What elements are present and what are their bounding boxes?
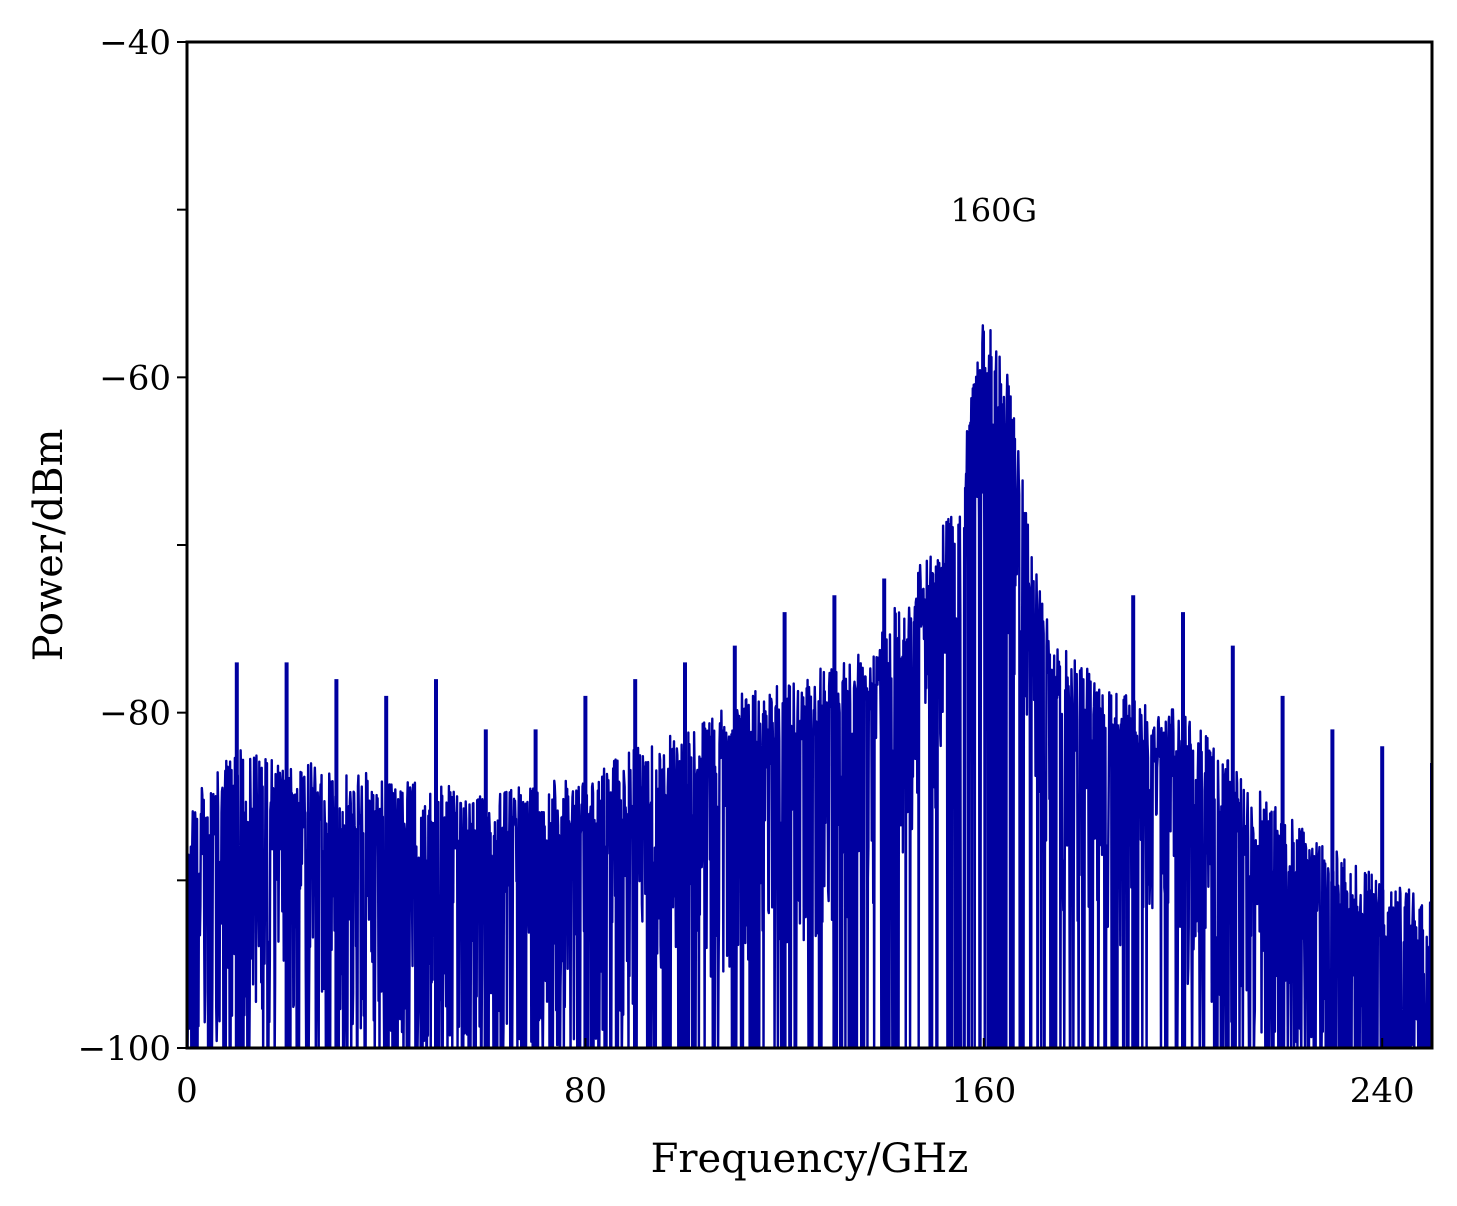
axis-tick-labels: 0 80 160 240 −100 −80 −60 −40 [78,23,1415,1111]
spectrum-trace [187,324,1432,1048]
peak-annotation: 160G [950,192,1037,230]
x-tick-label-2: 160 [951,1071,1016,1111]
axis-ticks [177,41,1384,1049]
y-tick-label-0: −100 [78,1029,171,1069]
x-axis-title: Frequency/GHz [651,1136,969,1182]
y-tick-label-3: −40 [99,23,171,63]
y-tick-label-1: −80 [99,694,171,734]
spectrum-series [187,324,1432,1048]
x-tick-label-1: 80 [564,1071,607,1111]
x-tick-label-3: 240 [1350,1071,1415,1111]
y-tick-label-2: −60 [99,358,171,398]
x-tick-label-0: 0 [176,1071,198,1111]
y-axis-title: Power/dBm [26,429,72,662]
